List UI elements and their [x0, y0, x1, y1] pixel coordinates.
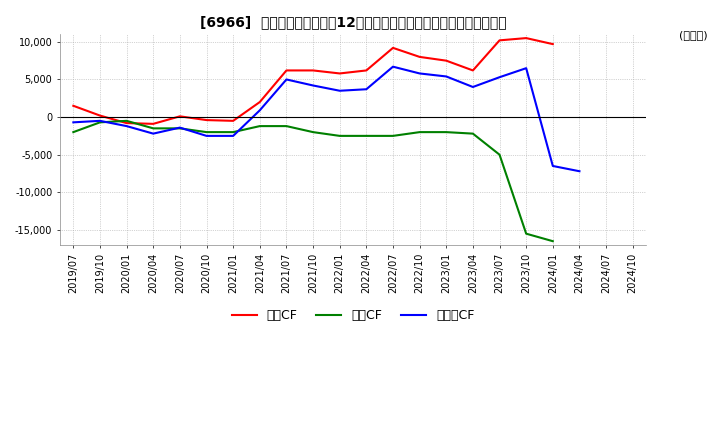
Y-axis label: (百万円): (百万円)	[679, 30, 707, 40]
営業CF	[389, 45, 397, 51]
フリーCF	[122, 124, 131, 129]
フリーCF	[256, 108, 264, 113]
営業CF	[362, 68, 371, 73]
営業CF	[96, 113, 104, 118]
投資CF	[549, 238, 557, 244]
投資CF	[96, 120, 104, 125]
営業CF	[469, 68, 477, 73]
フリーCF	[415, 71, 424, 76]
フリーCF	[549, 163, 557, 169]
フリーCF	[149, 131, 158, 136]
営業CF	[122, 121, 131, 126]
投資CF	[442, 129, 451, 135]
営業CF	[522, 36, 531, 41]
営業CF	[149, 121, 158, 126]
フリーCF	[336, 88, 344, 93]
投資CF	[362, 133, 371, 139]
投資CF	[495, 152, 504, 158]
営業CF	[415, 54, 424, 59]
投資CF	[336, 133, 344, 139]
投資CF	[522, 231, 531, 236]
Line: 投資CF: 投資CF	[73, 121, 553, 241]
営業CF	[549, 41, 557, 47]
投資CF	[202, 129, 211, 135]
フリーCF	[522, 66, 531, 71]
フリーCF	[442, 74, 451, 79]
営業CF	[69, 103, 78, 108]
営業CF	[336, 71, 344, 76]
投資CF	[149, 126, 158, 131]
営業CF	[256, 99, 264, 105]
Line: フリーCF: フリーCF	[73, 67, 580, 171]
フリーCF	[495, 74, 504, 80]
フリーCF	[282, 77, 291, 82]
Title: [6966]  キャッシュフローの12か月移動合計の対前年同期増減額の推移: [6966] キャッシュフローの12か月移動合計の対前年同期増減額の推移	[199, 15, 506, 29]
投資CF	[229, 129, 238, 135]
フリーCF	[309, 83, 318, 88]
フリーCF	[469, 84, 477, 90]
投資CF	[469, 131, 477, 136]
営業CF	[495, 38, 504, 43]
フリーCF	[229, 133, 238, 139]
フリーCF	[362, 87, 371, 92]
営業CF	[309, 68, 318, 73]
投資CF	[309, 129, 318, 135]
フリーCF	[389, 64, 397, 70]
投資CF	[122, 118, 131, 124]
営業CF	[202, 117, 211, 123]
投資CF	[256, 124, 264, 129]
投資CF	[69, 129, 78, 135]
投資CF	[176, 126, 184, 131]
営業CF	[442, 58, 451, 63]
投資CF	[282, 124, 291, 129]
Line: 営業CF: 営業CF	[73, 38, 553, 124]
フリーCF	[575, 169, 584, 174]
投資CF	[415, 129, 424, 135]
Legend: 営業CF, 投資CF, フリーCF: 営業CF, 投資CF, フリーCF	[227, 304, 480, 327]
投資CF	[389, 133, 397, 139]
フリーCF	[202, 133, 211, 139]
営業CF	[282, 68, 291, 73]
フリーCF	[96, 118, 104, 124]
営業CF	[176, 114, 184, 119]
フリーCF	[176, 125, 184, 130]
営業CF	[229, 118, 238, 124]
フリーCF	[69, 120, 78, 125]
